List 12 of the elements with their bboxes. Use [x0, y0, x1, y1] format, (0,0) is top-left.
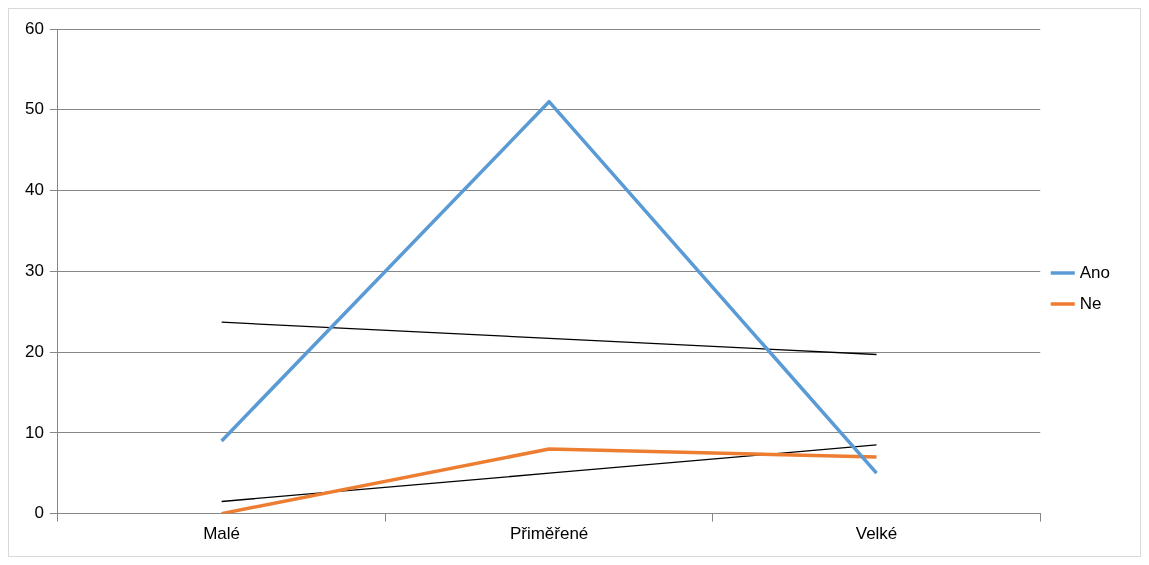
- legend-label: Ano: [1079, 262, 1110, 282]
- x-tick-label: Přiměřené: [509, 524, 589, 544]
- y-tick-label: 40: [24, 180, 44, 200]
- y-tick-label: 30: [24, 260, 44, 280]
- y-tick-label: 20: [24, 341, 44, 361]
- y-tick-label: 50: [24, 99, 44, 119]
- x-tick-label: Malé: [203, 524, 241, 544]
- x-tick-label: Velké: [855, 524, 898, 544]
- y-tick-label: 10: [24, 422, 44, 442]
- y-tick-label: 0: [34, 503, 44, 523]
- y-tick-label: 60: [24, 18, 44, 38]
- legend-label: Ne: [1079, 293, 1102, 313]
